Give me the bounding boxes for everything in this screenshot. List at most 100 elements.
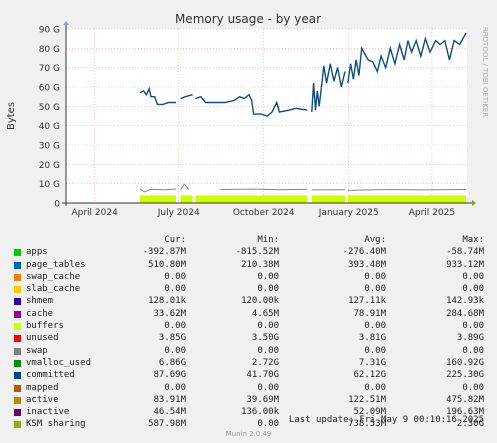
- legend-name: KSM sharing: [26, 419, 86, 430]
- legend-name: cache: [26, 308, 54, 319]
- legend-min: 0.00: [257, 321, 279, 332]
- legend-avg: 0.00: [364, 284, 386, 295]
- y-tick-label: 60 G: [39, 84, 60, 94]
- legend-cur: 510.80M: [148, 259, 186, 270]
- legend-avg: 122.51M: [348, 394, 386, 405]
- committed-line: [139, 86, 176, 106]
- legend-rows: apps -392.87M -815.52M -276.40M -58.74M page_…: [0, 246, 497, 430]
- vmalloc_used-line: [220, 188, 308, 191]
- legend-name: page_tables: [26, 259, 86, 270]
- legend-max: 0.00: [462, 271, 484, 282]
- legend-swatch: [14, 421, 21, 429]
- y-axis-arrow: [63, 21, 69, 25]
- legend-name: apps: [26, 247, 48, 258]
- legend-avg: 52.09M: [353, 407, 386, 418]
- legend-cur: 0.00: [164, 271, 186, 282]
- legend-row-committed: committed 87.69G 41.70G 62.12G 225.30G: [0, 369, 497, 381]
- x-tick-labels: April 2024 July 2024 October 2024 January 2…: [71, 208, 455, 218]
- series-group: [139, 32, 467, 203]
- legend-cur: 3.85G: [158, 333, 186, 344]
- legend-header: Cur: Min: Avg: Max:: [0, 234, 497, 246]
- legend-min: 0.00: [257, 271, 279, 282]
- legend-swatch: [14, 298, 21, 306]
- chart-title: Memory usage - by year: [175, 12, 321, 26]
- y-tick-label: 10 G: [39, 180, 60, 190]
- header-max: Max:: [462, 235, 484, 245]
- legend-cur: 87.69G: [153, 370, 186, 381]
- y-tick-label: 90 G: [39, 26, 60, 36]
- legend-swatch: [14, 273, 21, 281]
- legend-name: slab_cache: [26, 284, 81, 295]
- legend-max: 225.30G: [446, 370, 484, 381]
- x-tick-label: April 2024: [71, 208, 118, 218]
- legend-cur: 6.86G: [158, 357, 186, 368]
- legend-avg: 7.31G: [358, 357, 386, 368]
- legend-min: 0.00: [257, 345, 279, 356]
- legend-min: 0.00: [257, 419, 279, 430]
- legend-row-inactive: inactive 46.54M 136.00k 52.09M 196.63M: [0, 406, 497, 418]
- legend-max: 196.63M: [446, 407, 484, 418]
- legend-min: 210.38M: [241, 259, 279, 270]
- vmalloc_used-line: [347, 188, 467, 191]
- legend-cur: 0.00: [164, 345, 186, 356]
- unused-area: [311, 195, 346, 203]
- legend-cur: 0.00: [164, 321, 186, 332]
- legend-min: 3.50G: [251, 333, 279, 344]
- legend-row-cache: cache 33.62M 4.65M 78.91M 284.68M: [0, 308, 497, 320]
- legend-avg: 0.00: [364, 382, 386, 393]
- legend-row-swap_cache: swap_cache 0.00 0.00 0.00 0.00: [0, 271, 497, 283]
- legend-avg: -276.40M: [342, 247, 386, 258]
- legend-row-active: active 83.91M 39.69M 122.51M 475.82M: [0, 394, 497, 406]
- committed-line: [347, 32, 467, 84]
- x-tick-label: October 2024: [233, 208, 295, 218]
- legend-name: swap: [26, 345, 48, 356]
- vmalloc_used-line: [180, 183, 190, 191]
- legend-row-shmem: shmem 128.01k 120.00k 127.11k 142.93k: [0, 295, 497, 307]
- legend-swatch: [14, 249, 21, 257]
- legend-swatch: [14, 261, 21, 269]
- committed-line: [195, 93, 308, 117]
- legend-row-ksm-sharing: KSM sharing 587.98M 0.00 738.53M 2.30G: [0, 418, 497, 430]
- legend-avg: 393.48M: [348, 259, 386, 270]
- legend-swatch: [14, 384, 21, 392]
- committed-line: [311, 63, 346, 113]
- legend-min: 2.72G: [251, 357, 279, 368]
- y-tick-label: 50 G: [39, 103, 60, 113]
- legend-cur: 83.91M: [153, 394, 186, 405]
- legend-min: 136.00k: [241, 407, 279, 418]
- y-tick-label: 40 G: [39, 122, 60, 132]
- legend-max: 2.30G: [456, 419, 484, 430]
- legend-cur: 0.00: [164, 284, 186, 295]
- legend-row-buffers: buffers 0.00 0.00 0.00 0.00: [0, 320, 497, 332]
- legend-max: 3.89G: [456, 333, 484, 344]
- legend-table: Cur: Min: Avg: Max: apps -392.87M -815.52M…: [0, 234, 497, 431]
- x-tick-label: April 2025: [409, 208, 455, 218]
- legend-name: inactive: [26, 407, 70, 418]
- legend-max: 0.00: [462, 345, 484, 356]
- legend-name: unused: [26, 333, 59, 344]
- legend-cur: 0.00: [164, 382, 186, 393]
- grid-lines: [66, 28, 467, 203]
- legend-avg: 738.53M: [348, 419, 386, 430]
- unused-area: [347, 195, 467, 203]
- legend-min: -815.52M: [235, 247, 279, 258]
- legend-row-page_tables: page_tables 510.80M 210.38M 393.48M 933.12M: [0, 259, 497, 271]
- legend-min: 4.65M: [251, 308, 279, 319]
- legend-name: buffers: [26, 321, 64, 332]
- legend-name: swap_cache: [26, 271, 81, 282]
- legend-max: 160.92G: [446, 357, 484, 368]
- y-tick-label: 80 G: [39, 45, 60, 55]
- y-tick-labels: 0 10 G 20 G 30 G 40 G 50 G 60 G 70 G 80 G 90 G: [39, 26, 61, 210]
- y-tick-label: 0: [54, 200, 60, 210]
- legend-cur: 128.01k: [148, 296, 186, 307]
- legend-name: shmem: [26, 296, 54, 307]
- unused-area: [195, 195, 308, 203]
- rrdtool-credit-label: RRDTOOL / TOBI OETIKER: [481, 27, 489, 117]
- legend-max: 0.00: [462, 382, 484, 393]
- legend-row-swap: swap 0.00 0.00 0.00 0.00: [0, 345, 497, 357]
- y-tick-label: 30 G: [39, 142, 60, 152]
- legend-row-slab_cache: slab_cache 0.00 0.00 0.00 0.00: [0, 283, 497, 295]
- unused-area: [139, 195, 176, 203]
- header-avg: Avg:: [364, 235, 386, 245]
- legend-name: committed: [26, 370, 75, 381]
